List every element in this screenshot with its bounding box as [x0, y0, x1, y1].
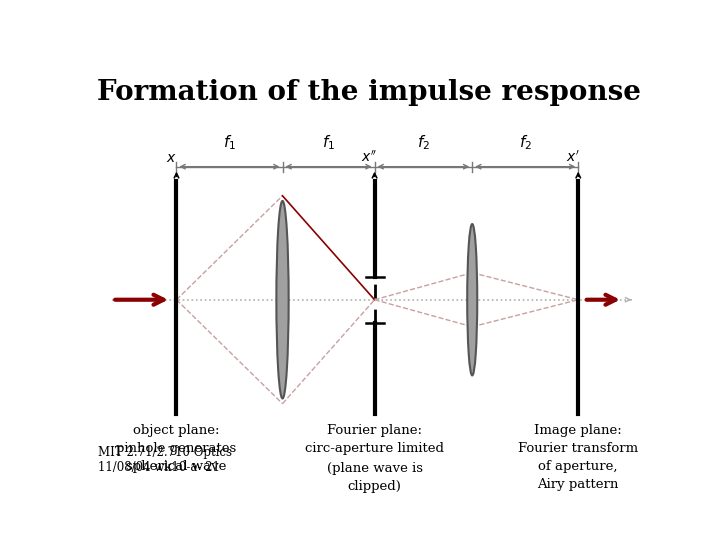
Ellipse shape — [276, 201, 289, 399]
Text: object plane:
pinhole generates
spherical wave: object plane: pinhole generates spherica… — [117, 424, 237, 474]
Text: Image plane:
Fourier transform
of aperture,
Airy pattern: Image plane: Fourier transform of apertu… — [518, 424, 639, 491]
Text: $x$: $x$ — [166, 151, 176, 165]
Ellipse shape — [467, 224, 477, 375]
Text: MIT 2.71/2.710 Optics
11/08/04 wk10-a- 21: MIT 2.71/2.710 Optics 11/08/04 wk10-a- 2… — [99, 447, 233, 474]
Text: $x''$: $x''$ — [361, 150, 377, 165]
Text: Formation of the impulse response: Formation of the impulse response — [97, 79, 641, 106]
Text: $f_2$: $f_2$ — [518, 133, 532, 152]
Text: $f_2$: $f_2$ — [417, 133, 430, 152]
Text: Fourier plane:
circ-aperture limited: Fourier plane: circ-aperture limited — [305, 424, 444, 455]
Text: (plane wave is
clipped): (plane wave is clipped) — [327, 462, 423, 493]
Text: $f_1$: $f_1$ — [322, 133, 335, 152]
Text: $f_1$: $f_1$ — [223, 133, 236, 152]
Text: $x'$: $x'$ — [566, 150, 580, 165]
